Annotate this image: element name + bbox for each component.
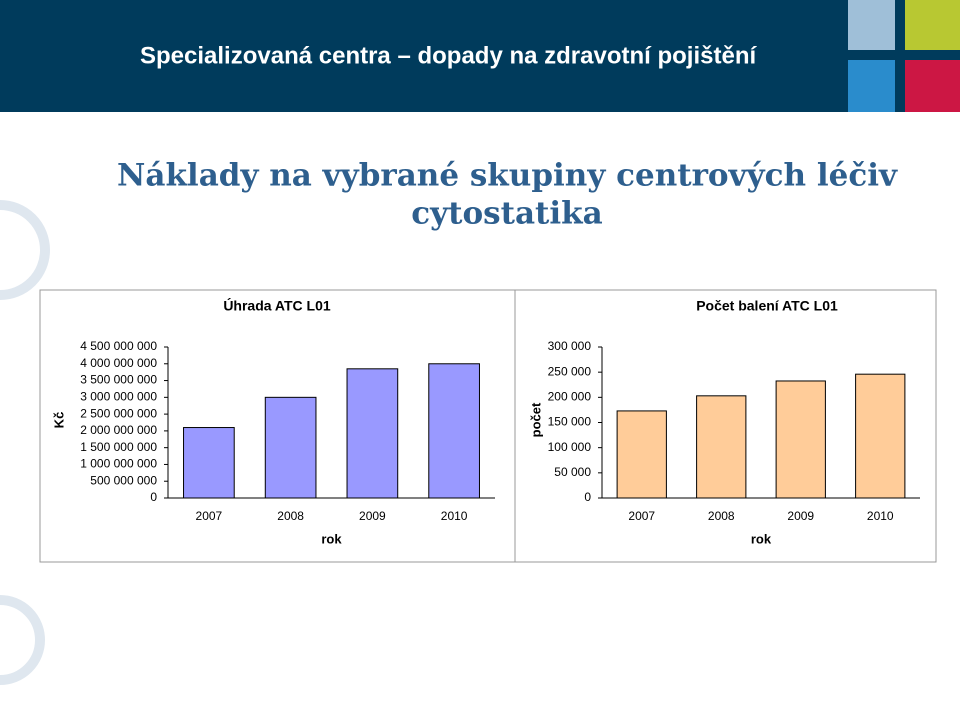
y-tick-label: 3 000 000 000 (80, 390, 157, 404)
y-tick-label: 0 (584, 490, 591, 504)
decor-square (848, 60, 895, 112)
x-tick-label: 2007 (196, 509, 223, 523)
decor-square (848, 0, 895, 50)
y-tick-label: 3 500 000 000 (80, 373, 157, 387)
bar (346, 368, 399, 499)
x-tick-label: 2010 (867, 509, 894, 523)
bar (428, 363, 480, 499)
x-axis-label: rok (321, 531, 342, 546)
slide-heading: Náklady na vybrané skupiny centrových lé… (117, 158, 898, 194)
y-tick-label: 500 000 000 (90, 473, 157, 487)
decor-square (905, 0, 960, 50)
y-axis-label: počet (528, 402, 543, 437)
bar (775, 380, 826, 499)
y-tick-label: 300 000 (548, 339, 592, 353)
header-bar (0, 0, 960, 112)
x-tick-label: 2009 (359, 509, 386, 523)
slide-heading: cytostatika (411, 196, 602, 232)
y-tick-label: 4 500 000 000 (80, 339, 157, 353)
x-tick-label: 2008 (708, 509, 735, 523)
bar (264, 396, 317, 499)
y-tick-label: 2 500 000 000 (80, 406, 157, 420)
y-tick-label: 4 000 000 000 (80, 356, 157, 370)
x-axis-label: rok (751, 531, 772, 546)
bar (696, 395, 747, 499)
y-tick-label: 0 (150, 490, 157, 504)
header-title: Specializovaná centra – dopady na zdravo… (140, 42, 757, 69)
x-tick-label: 2008 (277, 509, 304, 523)
bar (616, 410, 667, 499)
y-tick-label: 200 000 (548, 390, 592, 404)
y-axis-label: Kč (51, 412, 66, 429)
bar (855, 373, 906, 499)
y-tick-label: 1 500 000 000 (80, 440, 157, 454)
chart-title: Počet balení ATC L01 (696, 298, 838, 314)
decor-sun (0, 200, 50, 685)
y-tick-label: 1 000 000 000 (80, 457, 157, 471)
y-tick-label: 2 000 000 000 (80, 423, 157, 437)
x-tick-label: 2010 (441, 509, 468, 523)
y-tick-label: 100 000 (548, 440, 592, 454)
y-tick-label: 150 000 (548, 415, 592, 429)
decor-square (905, 60, 960, 112)
y-tick-label: 50 000 (554, 465, 591, 479)
chart-title: Úhrada ATC L01 (223, 297, 331, 314)
x-tick-label: 2007 (628, 509, 655, 523)
y-tick-label: 250 000 (548, 364, 592, 378)
bar (183, 427, 235, 499)
x-tick-label: 2009 (787, 509, 814, 523)
